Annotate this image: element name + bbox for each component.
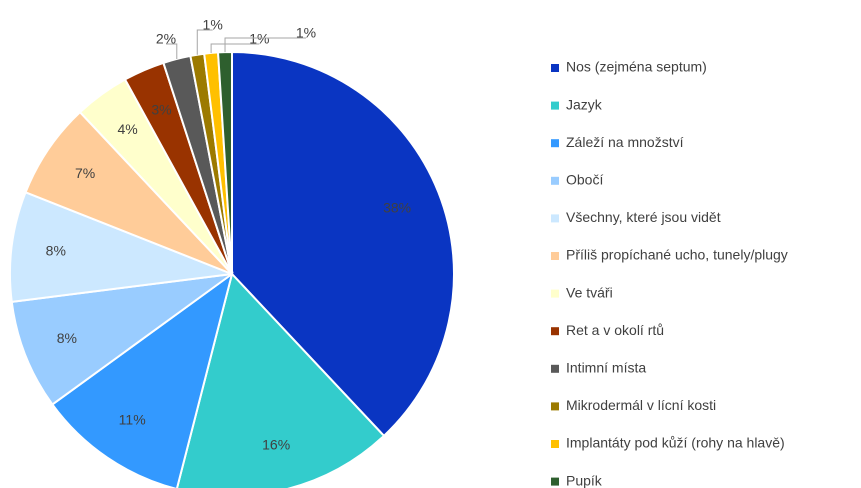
legend-label: Příliš propíchané ucho, tunely/plugy (566, 247, 788, 263)
pie-slice (176, 271, 386, 488)
legend-label: Jazyk (566, 96, 603, 112)
legend-swatch (551, 101, 559, 110)
pie-slice (10, 273, 233, 406)
legend-swatch (551, 402, 559, 411)
leader-line (224, 37, 306, 53)
data-label: 1% (296, 25, 316, 41)
legend-label: Mikrodermál v lícní kosti (566, 397, 716, 413)
data-label: 11% (119, 412, 146, 428)
legend-label: Všechny, které jsou vidět (566, 209, 721, 225)
legend-swatch (551, 252, 559, 260)
data-label: 7% (75, 165, 95, 181)
leader-line (210, 43, 260, 53)
legend-label: Implantáty pod kůží (rohy na hlavě) (566, 435, 785, 451)
legend-label: Záleží na množství (566, 134, 684, 150)
data-label: 38% (383, 199, 411, 215)
pie-slice (51, 271, 234, 488)
legend-label: Obočí (566, 172, 603, 188)
legend-swatch (551, 327, 559, 336)
leader-line (166, 43, 178, 59)
legend-label: Intimní místa (566, 360, 646, 376)
legend-label: Nos (zejména septum) (566, 59, 707, 75)
pie-slice (9, 190, 233, 303)
data-label: 1% (249, 31, 269, 47)
data-label: 8% (46, 242, 66, 258)
pie-slice (217, 50, 233, 275)
data-label: 1% (203, 17, 223, 33)
pie-slice (231, 50, 455, 438)
legend-label: Ve tváři (566, 284, 613, 300)
legend-swatch (551, 364, 559, 373)
data-label: 4% (117, 121, 137, 137)
legend-label: Pupík (566, 472, 603, 488)
legend-label: Ret a v okolí rtů (566, 322, 664, 338)
legend-swatch (551, 477, 559, 486)
legend-swatch (551, 289, 559, 298)
legend-swatch (551, 176, 559, 185)
data-label: 8% (57, 330, 77, 346)
legend-swatch (551, 139, 559, 148)
leader-line (196, 29, 213, 55)
legend-swatch (551, 440, 559, 448)
legend-swatch (551, 214, 559, 223)
data-label: 2% (156, 31, 176, 47)
data-label: 3% (151, 102, 171, 118)
data-label: 16% (262, 437, 290, 453)
legend-swatch (551, 64, 559, 72)
